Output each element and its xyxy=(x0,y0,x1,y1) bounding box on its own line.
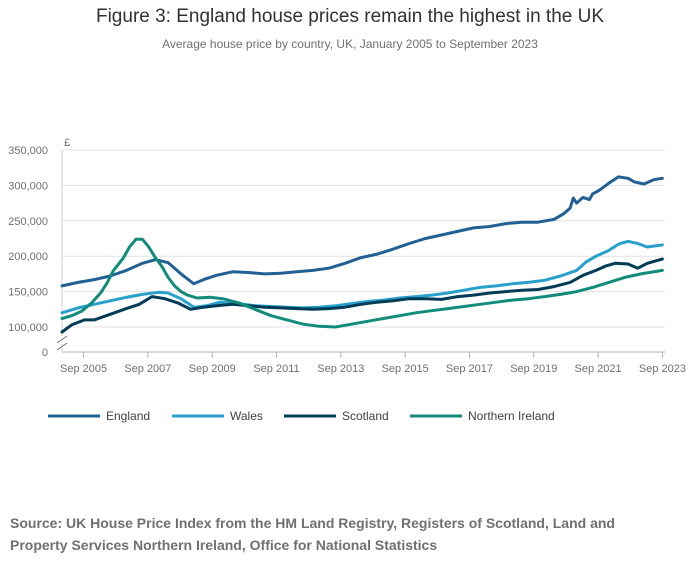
chart-title: Figure 3: England house prices remain th… xyxy=(95,6,605,27)
line-chart: 0 100,000 150,000 200,000 250,000 300,000 350,… xyxy=(8,137,686,423)
legend-label-wales: Wales xyxy=(230,409,263,423)
chart-subtitle: Average house price by country, UK, Janu… xyxy=(162,37,538,51)
y-tick-label: 150,000 xyxy=(8,287,48,299)
gridlines xyxy=(62,149,665,328)
x-tick-label: Sep 2011 xyxy=(253,363,299,375)
axes xyxy=(56,150,665,353)
series-line-northern-ireland xyxy=(60,237,664,329)
y-axis-label: £ xyxy=(64,137,70,149)
y-tick-label: 350,000 xyxy=(8,145,48,157)
y-axis-ticks: 0 100,000 150,000 200,000 250,000 300,000 350,… xyxy=(8,137,70,359)
x-tick-label: Sep 2019 xyxy=(510,363,557,375)
x-tick-label: Sep 2015 xyxy=(382,363,429,375)
y-tick-label: 300,000 xyxy=(8,180,48,192)
axis-break-icon xyxy=(56,335,68,351)
x-tick-label: Sep 2007 xyxy=(124,363,171,375)
x-axis-ticks: Sep 2005 Sep 2007 Sep 2009 Sep 2011 Sep 2013… xyxy=(60,352,686,375)
series-line-england xyxy=(60,175,664,288)
legend-label-england: England xyxy=(106,409,150,423)
x-tick-label: Sep 2021 xyxy=(575,363,622,375)
legend-label-northern-ireland: Northern Ireland xyxy=(468,409,555,423)
series-line-scotland xyxy=(60,257,664,334)
y-tick-label: 200,000 xyxy=(8,251,48,263)
x-tick-label: Sep 2017 xyxy=(446,363,493,375)
y-tick-label: 0 xyxy=(42,347,48,359)
series-line-wales xyxy=(60,239,664,315)
y-tick-label: 100,000 xyxy=(8,322,48,334)
x-tick-label: Sep 2013 xyxy=(317,363,364,375)
source-note: Source: UK House Price Index from the HM… xyxy=(10,515,615,553)
x-tick-label: Sep 2009 xyxy=(189,363,236,375)
x-tick-label: Sep 2023 xyxy=(639,363,686,375)
x-tick-label: Sep 2005 xyxy=(60,363,107,375)
series-lines xyxy=(60,175,664,334)
y-tick-label: 250,000 xyxy=(8,216,48,228)
legend-label-scotland: Scotland xyxy=(342,409,389,423)
legend: England Wales Scotland Northern Ireland xyxy=(48,409,555,423)
